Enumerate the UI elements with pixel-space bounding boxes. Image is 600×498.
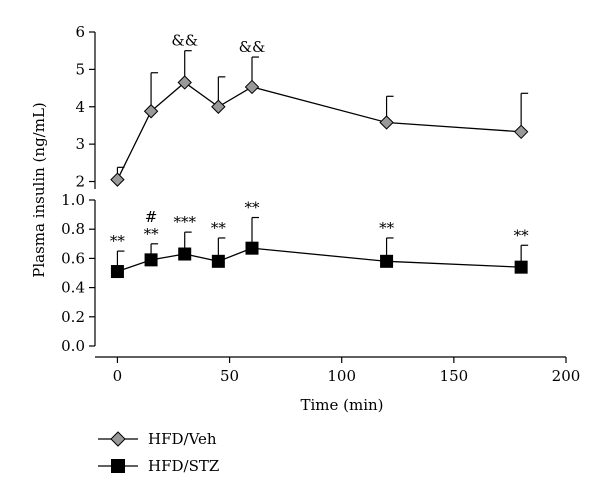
significance-label: ** [245,199,261,217]
y-tick-label: 0.6 [61,249,85,267]
significance-label: ** [514,226,530,244]
y-tick-label: 0.0 [61,337,85,355]
significance-label: ** [144,225,160,243]
data-point-hfd-stz [211,254,225,268]
data-point-hfd-veh [110,172,125,187]
x-axis-title: Time (min) [300,396,383,414]
data-point-hfd-veh [513,124,529,140]
data-point-hfd-stz [144,253,158,267]
data-point-hfd-veh [211,99,226,114]
data-point-hfd-stz [178,247,192,261]
axes: 0 50 100 150 200 2 3 4 5 6 0.0 0.2 0.4 0.6 0.8 1.0 [61,23,580,385]
legend-diamond-marker [110,431,126,447]
y-tick-label: 5 [75,60,85,78]
y-tick-label: 4 [75,98,85,116]
data-point-hfd-stz [380,254,394,268]
x-tick-label: 0 [113,367,123,385]
data-point-hfd-veh [244,79,260,95]
legend: HFD/Veh HFD/STZ [98,430,219,475]
significance-label: ** [379,219,395,237]
x-tick-label: 100 [327,367,356,385]
x-tick-label: 200 [552,367,581,385]
x-tick-label: 50 [220,367,239,385]
data-point-hfd-stz [110,265,124,279]
legend-square-marker [111,459,125,473]
significance-label: ** [110,232,126,250]
significance-label: *** [173,213,196,231]
data-point-hfd-stz [514,260,528,274]
legend-item-hfd-veh: HFD/Veh [98,430,217,448]
data-point-hfd-veh [143,104,159,119]
series-line-hfd-stz [117,247,522,273]
y-tick-label: 2 [75,173,85,191]
significance-label: && [171,32,198,50]
y-tick-label: 1.0 [61,191,85,209]
series-layer [110,50,529,279]
significance-label-top: # [145,208,158,226]
y-tick-label: 0.4 [61,279,85,297]
y-tick-label: 0.2 [61,308,85,326]
significance-label: && [239,38,266,56]
y-axis-title: Plasma insulin (ng/mL) [30,102,48,278]
x-tick-label: 150 [440,367,469,385]
y-tick-label: 3 [75,135,85,153]
data-point-hfd-veh [379,115,394,130]
annotation-layer: && &&** **# *** ****** ** [110,32,529,250]
y-tick-label: 0.8 [61,220,85,238]
legend-item-hfd-stz: HFD/STZ [98,457,219,475]
series-line-hfd-veh [116,81,522,180]
legend-label-hfd-veh: HFD/Veh [148,430,217,448]
significance-label: ** [211,219,227,237]
legend-label-hfd-stz: HFD/STZ [148,457,219,475]
y-tick-label: 6 [75,23,85,41]
data-point-hfd-stz [245,241,259,255]
data-point-hfd-veh [177,75,192,90]
